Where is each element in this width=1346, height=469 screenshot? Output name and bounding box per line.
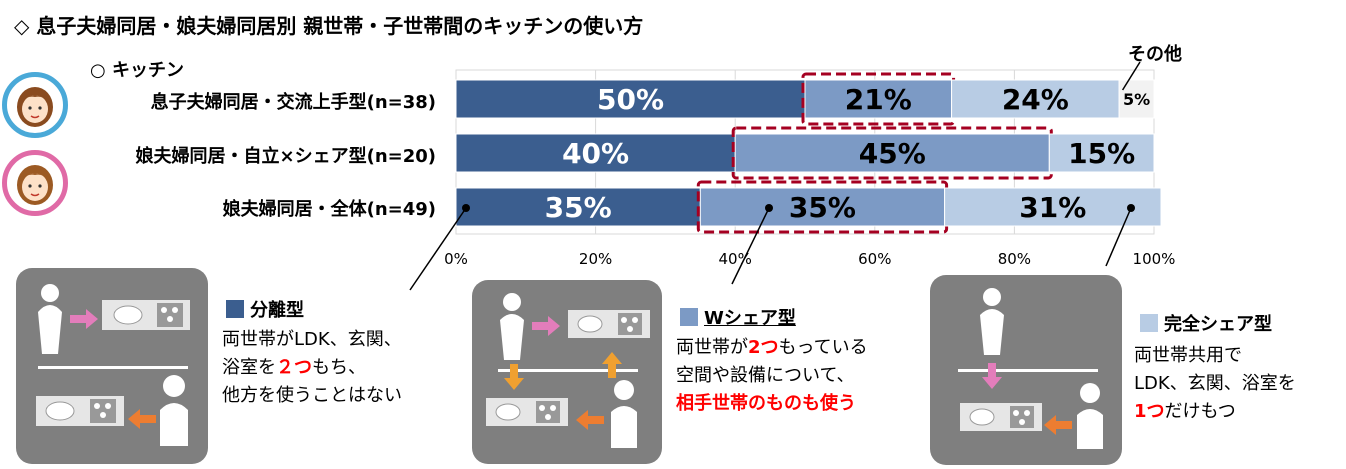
wshare-type-illustration <box>486 293 650 448</box>
data-label: 21% <box>845 83 912 116</box>
desc-text: もち、 <box>312 357 366 378</box>
data-label: 40% <box>562 137 629 170</box>
chart-subtitle: ○ キッチン <box>90 60 184 81</box>
fullshare-type-illustration <box>958 288 1103 449</box>
desc-line: 他方を使うことはない <box>222 382 402 410</box>
wshare-type-panel <box>472 280 662 464</box>
legend-desc-separate: 両世帯がLDK、玄関、 浴室を２つもち、 他方を使うことはない <box>222 326 402 410</box>
data-label: 31% <box>1019 191 1086 224</box>
legend-swatch-fullshare <box>1140 314 1158 332</box>
bar-segment <box>455 133 736 173</box>
son-couple-avatar <box>2 72 68 138</box>
bar-segment <box>734 133 1050 173</box>
bar-segment <box>455 79 806 119</box>
legend-title-wshare: Wシェア型 <box>704 308 796 329</box>
desc-text: 浴室を <box>222 357 276 378</box>
woman-face-icon <box>17 87 53 127</box>
desc-text: もっている <box>778 337 868 358</box>
page-title: ◇ 息子夫婦同居・娘夫婦同居別 親世帯・子世帯間のキッチンの使い方 <box>14 14 644 38</box>
desc-emphasis: 相手世帯のものも使う <box>676 393 856 414</box>
desc-line: 両世帯が2つもっている <box>676 334 868 362</box>
legend-swatch-separate <box>226 300 244 318</box>
data-label: 15% <box>1068 137 1135 170</box>
fullshare-type-panel <box>930 275 1122 465</box>
legend-swatch-wshare <box>680 308 698 326</box>
separate-type-panel <box>16 268 208 464</box>
woman-face-icon <box>17 165 53 205</box>
data-label: 5% <box>1123 90 1150 109</box>
x-tick-label: 20% <box>579 250 612 268</box>
category-label-1: 娘夫婦同居・自立×シェア型(n=20) <box>135 146 436 167</box>
desc-emphasis: 1つ <box>1134 401 1165 422</box>
legend-title-separate: 分離型 <box>250 300 304 321</box>
desc-text: 他方を使うことはない <box>222 385 402 406</box>
data-label: 24% <box>1002 83 1069 116</box>
x-tick-label: 80% <box>998 250 1031 268</box>
callout-line <box>1105 207 1132 267</box>
other-leader-line <box>1121 61 1141 91</box>
bar-segment <box>1048 133 1155 173</box>
desc-line: 浴室を２つもち、 <box>222 354 402 382</box>
desc-text: 両世帯が <box>676 337 748 358</box>
bar-segment <box>944 187 1162 227</box>
x-tick-label: 0% <box>444 250 468 268</box>
other-series-label: その他 <box>1128 44 1182 65</box>
callout-dot <box>462 204 470 212</box>
callout-dot <box>1127 204 1135 212</box>
data-label: 50% <box>597 83 664 116</box>
desc-emphasis: 2つ <box>748 337 779 358</box>
desc-line: 両世帯がLDK、玄関、 <box>222 326 402 354</box>
callout-line <box>731 207 770 285</box>
bar-segment <box>699 187 946 227</box>
desc-emphasis: ２つ <box>276 357 312 378</box>
legend-desc-fullshare: 両世帯共用で LDK、玄関、浴室を 1つだけもつ <box>1134 342 1296 426</box>
bar-segment <box>455 187 701 227</box>
legend-title-fullshare: 完全シェア型 <box>1164 314 1272 335</box>
callout-dot <box>765 204 773 212</box>
separate-type-illustration <box>36 284 190 446</box>
category-label-0: 息子夫婦同居・交流上手型(n=38) <box>150 92 436 113</box>
desc-text: 空間や設備について、 <box>676 365 855 386</box>
daughter-couple-avatar <box>2 150 68 216</box>
callout-line <box>409 207 467 291</box>
desc-line: 空間や設備について、 <box>676 362 868 390</box>
desc-text: 両世帯がLDK、玄関、 <box>222 329 402 350</box>
desc-line: 両世帯共用で <box>1134 342 1296 370</box>
category-label-2: 娘夫婦同居・全体(n=49) <box>222 199 436 220</box>
x-tick-label: 100% <box>1133 250 1176 268</box>
x-tick-label: 60% <box>858 250 891 268</box>
bar-segment <box>951 79 1120 119</box>
data-label: 45% <box>859 137 926 170</box>
desc-line: LDK、玄関、浴室を <box>1134 370 1296 398</box>
desc-text: 両世帯共用で <box>1134 345 1242 366</box>
desc-line: 1つだけもつ <box>1134 398 1296 426</box>
legend-desc-wshare: 両世帯が2つもっている 空間や設備について、 相手世帯のものも使う <box>676 334 868 418</box>
desc-text: だけもつ <box>1164 401 1236 422</box>
x-tick-label: 40% <box>719 250 752 268</box>
data-label: 35% <box>789 191 856 224</box>
desc-text: LDK、玄関、浴室を <box>1134 373 1296 394</box>
desc-line: 相手世帯のものも使う <box>676 390 868 418</box>
highlight-box <box>696 180 949 234</box>
data-label: 35% <box>545 191 612 224</box>
